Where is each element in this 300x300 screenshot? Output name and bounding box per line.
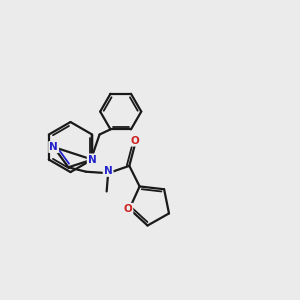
Text: N: N bbox=[104, 166, 112, 176]
Text: N: N bbox=[88, 154, 97, 165]
Text: O: O bbox=[124, 204, 132, 214]
Text: O: O bbox=[130, 136, 139, 146]
Text: N: N bbox=[49, 142, 58, 152]
